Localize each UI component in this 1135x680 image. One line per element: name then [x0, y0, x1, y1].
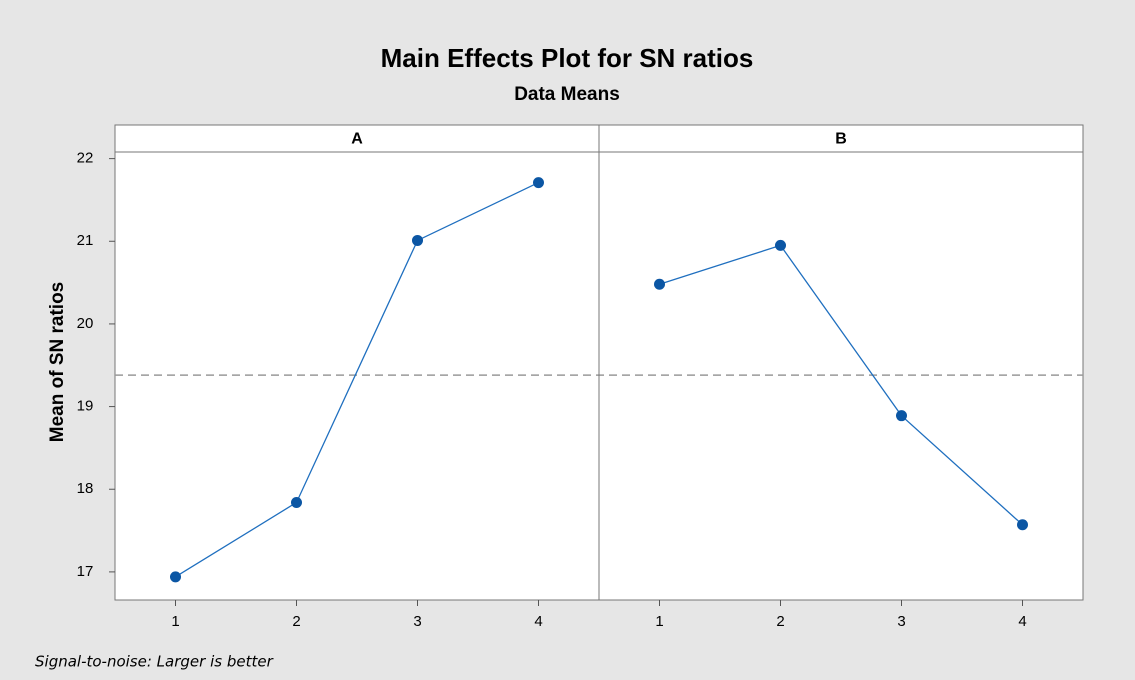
- panel-header: [598, 124, 1084, 153]
- x-tick-label: 1: [171, 613, 179, 630]
- y-tick-label: 20: [77, 315, 94, 332]
- chart-subtitle: Data Means: [514, 84, 620, 105]
- series-line: [175, 181, 539, 578]
- y-tick-label: 19: [77, 398, 94, 415]
- x-tick-label: 2: [776, 613, 784, 630]
- marker: [1017, 519, 1028, 531]
- y-tick-label: 17: [77, 563, 94, 580]
- panel-header: [114, 124, 600, 153]
- marker: [775, 239, 786, 251]
- y-axis-label: Mean of SN ratios: [47, 282, 68, 442]
- footnote: Signal-to-noise: Larger is better: [35, 653, 274, 671]
- x-tick-label: 3: [897, 613, 905, 630]
- marker: [291, 496, 302, 508]
- marker: [170, 571, 181, 583]
- x-tick-label: 2: [292, 613, 300, 630]
- marker: [896, 410, 907, 422]
- y-tick-label: 18: [77, 480, 94, 497]
- x-tick-label: 1: [655, 613, 663, 630]
- y-tick-label: 22: [77, 150, 94, 167]
- series-line: [659, 244, 1023, 526]
- x-tick-label: 4: [534, 613, 542, 630]
- x-tick-label: 4: [1018, 613, 1026, 630]
- x-tick-label: 3: [413, 613, 421, 630]
- y-tick-label: 21: [77, 232, 94, 249]
- panel-title: B: [835, 131, 847, 148]
- chart-title: Main Effects Plot for SN ratios: [381, 43, 754, 73]
- panel-title: A: [351, 131, 363, 148]
- marker: [654, 278, 665, 290]
- marker: [412, 234, 423, 246]
- marker: [533, 177, 544, 189]
